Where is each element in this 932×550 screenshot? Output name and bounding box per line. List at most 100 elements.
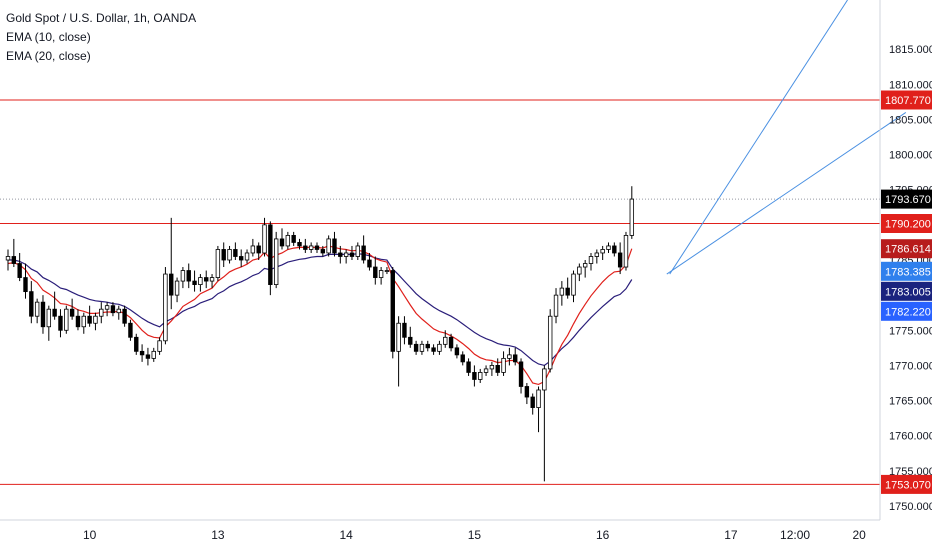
candle-up (163, 273, 168, 342)
candle-down (238, 256, 244, 261)
candle-up (437, 343, 442, 352)
candle-up (571, 273, 576, 296)
candle-up (606, 245, 611, 250)
candle-up (34, 301, 40, 317)
time-tick-label: 15 (468, 528, 482, 542)
price-tick-label: 1770.000 (889, 360, 932, 372)
candle-down (425, 343, 430, 349)
candle-up (501, 357, 506, 373)
candle-down (145, 354, 151, 359)
candle-up (244, 252, 250, 261)
candle-down (320, 249, 326, 254)
price-labels: 1807.770 1793.670 1790.200 1786.614 1783.385… (881, 90, 932, 494)
candle-up (507, 354, 512, 359)
price-label-bg (881, 90, 932, 110)
candle-down (233, 249, 238, 257)
candle-down (314, 245, 320, 250)
candle-down (169, 273, 174, 296)
candle-down (413, 343, 419, 352)
price-label-text: 1783.385 (885, 266, 931, 278)
candle-up (588, 256, 594, 264)
candle-up (343, 252, 349, 257)
candle-down (58, 315, 63, 331)
candle-down (332, 238, 337, 254)
price-tick-label: 1800.000 (889, 150, 932, 162)
price-label-bg (881, 281, 932, 301)
price-label-bg (881, 474, 932, 494)
candle-up (577, 266, 582, 275)
chart-legend: Gold Spot / U.S. Dollar, 1h, OANDA EMA (… (6, 9, 196, 66)
candle-up (355, 245, 360, 257)
time-tick-label: 20 (853, 528, 867, 542)
price-label-bg (881, 301, 932, 321)
candle-up (326, 238, 331, 254)
price-label-bg (881, 189, 932, 209)
candle-up (93, 315, 98, 324)
candle-up (99, 308, 104, 317)
candle-down (431, 347, 436, 352)
candle-up (396, 322, 401, 352)
price-tick-label: 1750.000 (889, 501, 932, 513)
candle-down (460, 354, 465, 363)
plot-background (0, 0, 880, 520)
candle-up (215, 249, 221, 278)
price-label-text: 1786.614 (885, 244, 931, 256)
candle-down (454, 347, 460, 356)
candle-up (623, 235, 629, 268)
candle-up (542, 368, 547, 391)
symbol-title[interactable]: Gold Spot / U.S. Dollar, 1h, OANDA (6, 11, 197, 25)
candle-down (617, 252, 623, 268)
candle-up (5, 256, 11, 261)
candle-up (151, 350, 156, 359)
price-label-text: 1753.070 (885, 479, 931, 491)
candle-down (524, 386, 530, 398)
candle-up (600, 249, 605, 254)
ema10-legend[interactable]: EMA (10, close) (6, 30, 91, 44)
candle-down (139, 350, 145, 356)
candle-down (29, 291, 34, 317)
candle-up (250, 245, 256, 254)
price-label-ema20: 1782.220 (881, 301, 932, 321)
candle-down (52, 308, 57, 317)
candle-up (553, 294, 559, 317)
candle-down (373, 266, 378, 278)
candle-down (204, 277, 209, 282)
candle-up (104, 305, 110, 310)
candle-up (174, 280, 180, 296)
candle-up (157, 340, 162, 352)
price-tick-label: 1755.000 (889, 466, 932, 478)
price-label-ema_c: 1783.385 (881, 261, 932, 281)
candle-down (408, 336, 413, 345)
candle-up (209, 277, 215, 282)
candle-up (308, 245, 314, 250)
ema20-line (8, 253, 633, 367)
candle-up (419, 343, 425, 352)
ema20-legend[interactable]: EMA (20, close) (6, 49, 91, 63)
trendline (669, 0, 848, 275)
price-label-hline: 1790.200 (881, 214, 932, 233)
candle-up (483, 368, 489, 373)
candle-up (198, 277, 203, 286)
candle-down (338, 252, 343, 257)
candle-down (40, 301, 46, 328)
candle-down (303, 245, 308, 250)
candle-down (518, 361, 524, 387)
candle-down (11, 256, 17, 264)
price-label-hline: 1753.070 (881, 474, 932, 494)
candle-down (221, 249, 226, 261)
candle-up (547, 315, 553, 370)
candle-down (110, 305, 116, 314)
candle-up (46, 308, 52, 328)
price-tick-label: 1760.000 (889, 431, 932, 443)
candle-up (384, 270, 390, 272)
price-label-last: 1793.670 (881, 189, 932, 209)
candle-down (513, 354, 518, 363)
time-tick-label: 13 (211, 528, 225, 542)
candle-up (262, 224, 267, 254)
candle-down (23, 277, 28, 293)
price-label-bg (881, 261, 932, 281)
time-axis[interactable]: 10 13 14 15 16 17 12:00 20 (83, 528, 866, 542)
candle-up (64, 308, 69, 331)
trendlines[interactable] (666, 0, 907, 275)
